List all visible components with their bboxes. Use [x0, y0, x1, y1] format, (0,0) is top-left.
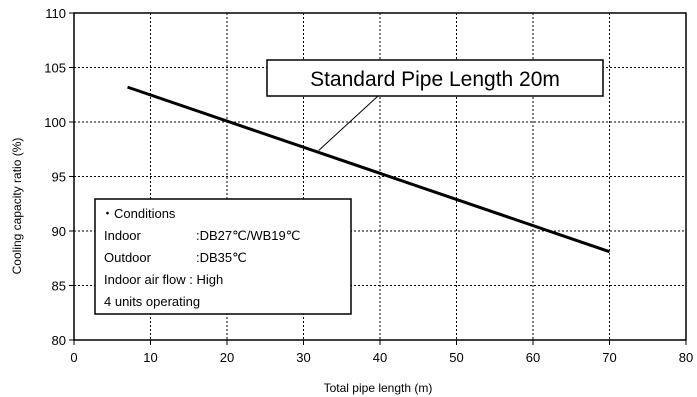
- y-tick-label: 110: [45, 6, 66, 21]
- callout-label: Standard Pipe Length 20m: [310, 68, 560, 91]
- x-tick-label: 0: [70, 350, 77, 365]
- y-tick-label: 100: [44, 115, 66, 130]
- conditions-heading: ・Conditions: [101, 206, 176, 221]
- conditions-box: ・Conditions Indoor :DB27℃/WB19℃ Outdoor …: [94, 198, 352, 315]
- y-tick-label: 85: [52, 279, 66, 294]
- y-tick-label: 95: [52, 170, 66, 185]
- conditions-indoor-value: :DB27℃/WB19℃: [196, 228, 300, 243]
- x-tick-label: 70: [602, 350, 616, 365]
- x-tick-label: 50: [449, 350, 463, 365]
- callout-box: [266, 59, 604, 97]
- conditions-outdoor-label: Outdoor: [104, 250, 152, 265]
- x-axis-label: Total pipe length (m): [324, 381, 433, 395]
- conditions-units: 4 units operating: [104, 294, 200, 309]
- standard-pipe-length-callout: Standard Pipe Length 20m: [266, 59, 604, 151]
- x-tick-label: 20: [220, 350, 234, 365]
- y-tick-label: 90: [52, 224, 66, 239]
- conditions-indoor-label: Indoor: [104, 228, 142, 243]
- conditions-airflow: Indoor air flow : High: [104, 272, 223, 287]
- callout-leader-line: [318, 95, 379, 151]
- x-tick-label: 60: [526, 350, 540, 365]
- series-group: [127, 85, 610, 254]
- y-axis-label: Cooling capacity ratio (%): [10, 138, 24, 275]
- x-tick-label: 80: [679, 350, 693, 365]
- conditions-border: [94, 198, 352, 315]
- conditions-outdoor-value: :DB35℃: [196, 250, 247, 265]
- axis-ticks: 0 10 20 30 40 50 60 70 80 80 85 90 95 100 105 110: [44, 6, 693, 365]
- x-tick-label: 10: [143, 350, 157, 365]
- x-tick-label: 30: [296, 350, 310, 365]
- x-tick-label: 40: [373, 350, 387, 365]
- capacity-ratio-line: [127, 85, 610, 254]
- y-tick-label: 80: [52, 333, 66, 348]
- y-tick-label: 105: [44, 61, 66, 76]
